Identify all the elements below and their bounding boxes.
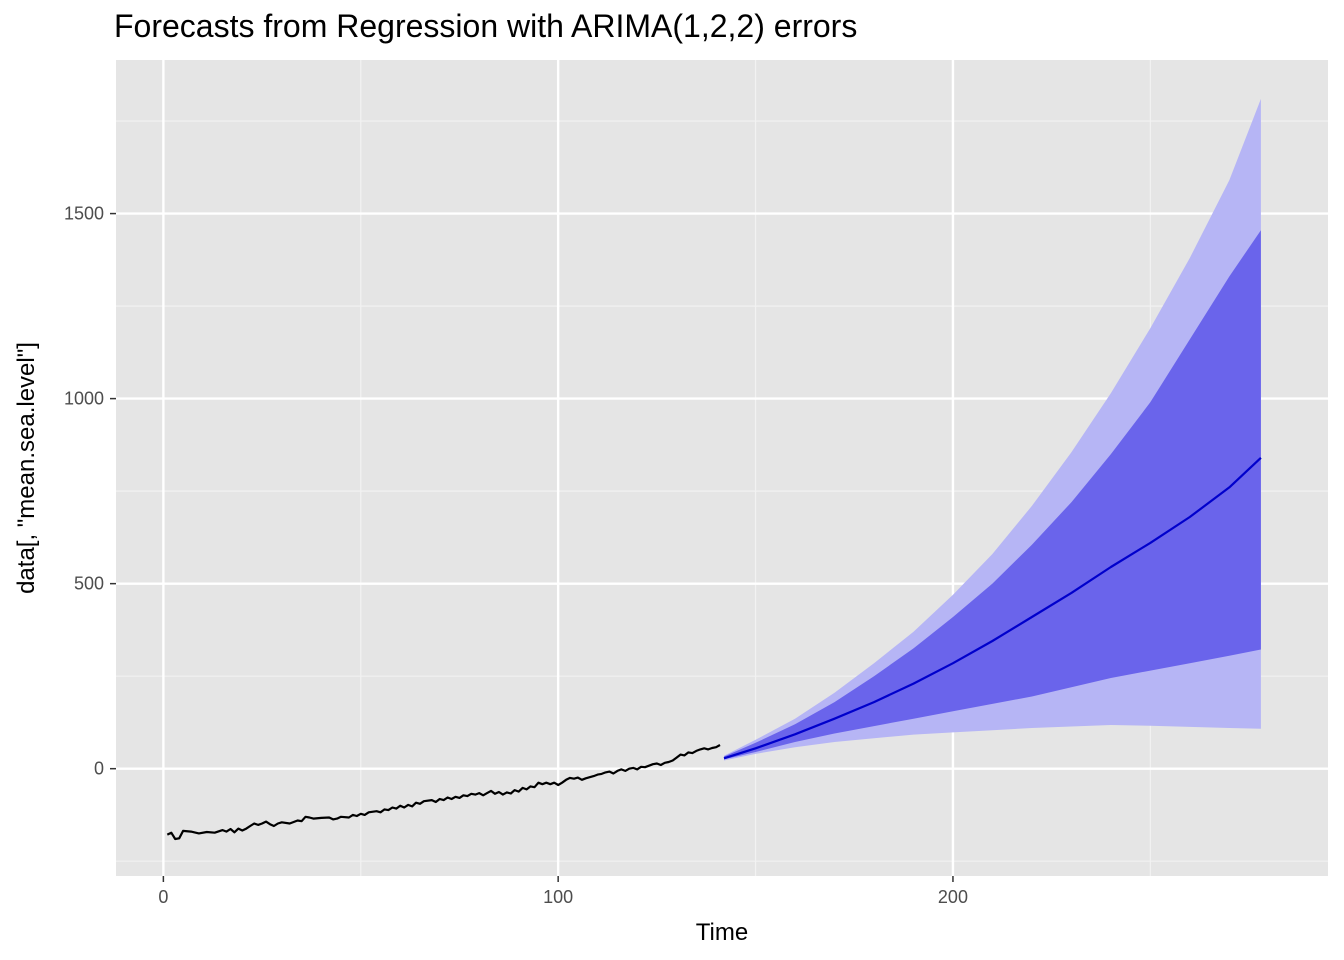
forecast-mean-line — [723, 456, 1262, 760]
axes: 0 100 200 0 500 1000 1500 — [64, 204, 968, 907]
prediction-interval-80 — [724, 230, 1261, 760]
y-tick-label: 500 — [74, 574, 104, 594]
y-tick-label: 1500 — [64, 204, 104, 224]
band-80 — [724, 230, 1261, 760]
chart-title: Forecasts from Regression with ARIMA(1,2… — [114, 8, 858, 44]
x-tick-label: 200 — [938, 887, 968, 907]
historical-series-line — [166, 744, 721, 841]
y-tick-label: 0 — [94, 759, 104, 779]
x-tick-label: 100 — [543, 887, 573, 907]
gridlines — [116, 60, 1328, 876]
y-tick-label: 1000 — [64, 389, 104, 409]
x-tick-label: 0 — [158, 887, 168, 907]
x-axis-title: Time — [696, 919, 748, 946]
series-lines — [166, 456, 1262, 841]
y-axis-title: data[, "mean.sea.level"] — [13, 342, 40, 594]
